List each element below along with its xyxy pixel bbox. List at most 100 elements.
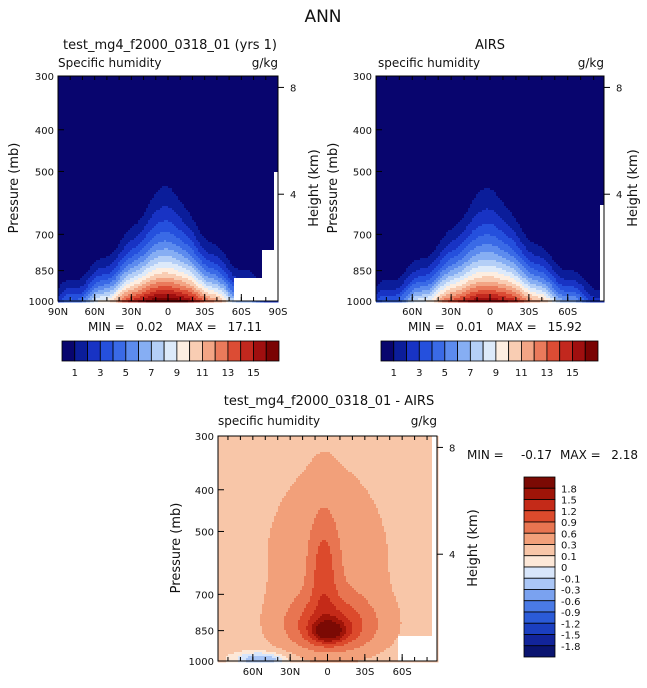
- contour-band: [120, 268, 125, 271]
- contour-band: [374, 636, 399, 639]
- contour-band: [300, 592, 313, 595]
- contour-band: [346, 628, 353, 631]
- contour-band: [268, 550, 309, 553]
- contour-band: [476, 286, 499, 289]
- contour-band: [146, 290, 157, 293]
- contour-band: [520, 290, 525, 293]
- contour-band: [194, 258, 201, 261]
- contour-band: [180, 260, 191, 263]
- contour-band: [330, 598, 343, 601]
- contour-band: [218, 454, 317, 457]
- contour-band: [174, 224, 187, 227]
- colorbar-swatch: [495, 340, 510, 362]
- contour-band: [542, 286, 549, 289]
- model-contour-field: [58, 76, 279, 303]
- contour-band: [126, 244, 139, 247]
- contour-band: [58, 252, 113, 255]
- contour-band: [180, 246, 191, 249]
- contour-band: [444, 284, 451, 287]
- contour-band: [376, 132, 605, 135]
- contour-band: [128, 264, 139, 267]
- contour-band: [376, 116, 605, 119]
- contour-band: [148, 272, 163, 275]
- contour-band: [498, 196, 605, 199]
- contour-band: [442, 258, 451, 261]
- y-tick-label: 500: [195, 527, 214, 538]
- contour-band: [302, 612, 315, 615]
- contour-band: [58, 150, 279, 153]
- colorbar-tick-label: 7: [467, 368, 473, 379]
- contour-band: [298, 476, 357, 479]
- contour-band: [308, 632, 313, 635]
- contour-band: [196, 260, 203, 263]
- contour-band: [126, 266, 135, 269]
- contour-band: [464, 214, 477, 217]
- contour-band: [336, 584, 351, 587]
- contour-band: [224, 280, 229, 283]
- contour-band: [188, 258, 195, 261]
- contour-band: [112, 296, 117, 299]
- contour-band: [58, 204, 149, 207]
- contour-band: [376, 114, 605, 117]
- contour-band: [58, 172, 279, 175]
- contour-band: [58, 240, 121, 243]
- contour-band: [218, 494, 287, 497]
- contour-band: [58, 274, 85, 277]
- contour-band: [438, 264, 445, 267]
- contour-band: [462, 218, 473, 221]
- contour-band: [224, 296, 229, 299]
- contour-band: [460, 252, 469, 255]
- contour-band: [146, 224, 157, 227]
- contour-band: [120, 292, 125, 295]
- contour-band: [282, 658, 289, 661]
- x-tick-label: 30N: [121, 307, 141, 318]
- contour-band: [522, 258, 529, 261]
- contour-band: [268, 576, 305, 579]
- contour-band: [406, 286, 411, 289]
- contour-band: [376, 228, 453, 231]
- contour-band: [516, 218, 605, 221]
- contour-band: [218, 496, 285, 499]
- contour-band: [218, 644, 273, 647]
- contour-band: [362, 594, 395, 597]
- contour-band: [350, 604, 371, 607]
- contour-band: [266, 588, 303, 591]
- contour-band: [288, 636, 303, 639]
- contour-band: [446, 262, 457, 265]
- contour-band: [138, 286, 147, 289]
- contour-band: [314, 456, 335, 459]
- x-tick-label: 0: [165, 307, 171, 318]
- contour-band: [388, 564, 439, 567]
- contour-band: [112, 280, 119, 283]
- contour-band: [58, 158, 279, 161]
- contour-band: [96, 294, 111, 297]
- contour-band: [412, 284, 429, 287]
- contour-band: [174, 250, 187, 253]
- diff-colorbar: 1.81.51.20.90.60.30.10-0.1-0.3-0.6-0.9-1…: [523, 476, 581, 658]
- contour-band: [388, 560, 439, 563]
- contour-band: [218, 574, 269, 577]
- contour-band: [58, 214, 145, 217]
- obs-max-label: MAX =: [496, 320, 537, 334]
- contour-band: [388, 552, 439, 555]
- contour-band: [142, 216, 153, 219]
- contour-band: [584, 298, 589, 301]
- contour-band: [150, 284, 181, 287]
- contour-band: [58, 210, 147, 213]
- contour-band: [84, 274, 93, 277]
- contour-band: [478, 266, 497, 269]
- contour-band: [58, 84, 279, 87]
- contour-band: [110, 290, 117, 293]
- contour-band: [290, 604, 307, 607]
- contour-band: [134, 284, 143, 287]
- contour-band: [94, 296, 101, 299]
- contour-band: [446, 282, 457, 285]
- contour-band: [484, 188, 491, 191]
- contour-band: [172, 242, 185, 245]
- contour-band: [390, 578, 439, 581]
- colorbar-tick-label: 0.3: [561, 541, 577, 552]
- contour-band: [532, 294, 545, 297]
- contour-band: [336, 606, 353, 609]
- contour-band: [494, 210, 511, 213]
- contour-band: [532, 298, 545, 301]
